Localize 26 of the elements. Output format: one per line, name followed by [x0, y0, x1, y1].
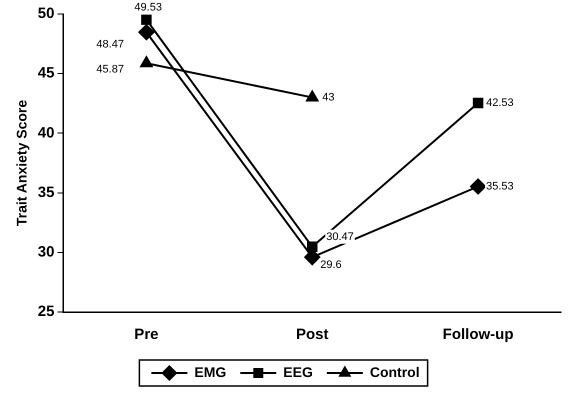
point: [307, 242, 318, 252]
point: [470, 178, 486, 194]
point: [472, 98, 484, 108]
data-label: 48.47: [96, 38, 124, 50]
data-label: 42.53: [486, 97, 514, 110]
y-axis-title: Trait Anxiety Score: [13, 100, 30, 226]
legend-label: EEG: [283, 364, 313, 380]
data-label: 29.6: [320, 259, 342, 272]
y-tick-label: 45: [38, 64, 54, 82]
y-tick-label: 50: [38, 5, 54, 22]
data-label: 43: [322, 91, 334, 104]
legend-label: EMG: [194, 364, 226, 380]
data-label: 35.53: [486, 180, 514, 193]
data-label: 49.53: [134, 2, 162, 14]
data-label: 45.87: [96, 63, 124, 76]
x-tick-label: Post: [296, 326, 328, 344]
point: [141, 14, 152, 25]
y-tick-label: 40: [38, 124, 54, 142]
x-tick-label: Follow-up: [442, 326, 514, 344]
y-tick-label: 35: [38, 184, 54, 201]
data-label: 30.47: [326, 230, 354, 243]
y-tick-label: 30: [38, 244, 54, 261]
y-tick-label: 25: [38, 303, 54, 320]
x-tick-label: Pre: [134, 326, 158, 344]
point: [138, 24, 154, 40]
legend-label: Control: [370, 364, 420, 380]
